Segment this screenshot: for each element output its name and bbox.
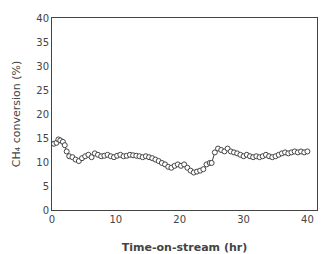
svg-text:40: 40 — [301, 214, 314, 225]
svg-text:30: 30 — [36, 61, 49, 72]
svg-text:5: 5 — [43, 181, 49, 192]
svg-text:10: 10 — [109, 214, 122, 225]
svg-text:15: 15 — [36, 133, 49, 144]
svg-text:40: 40 — [36, 13, 49, 24]
svg-text:Time-on-stream (hr): Time-on-stream (hr) — [122, 241, 247, 254]
svg-text:20: 20 — [36, 109, 49, 120]
svg-text:35: 35 — [36, 37, 49, 48]
svg-text:CH₄ conversion (%): CH₄ conversion (%) — [10, 61, 23, 167]
svg-text:0: 0 — [43, 205, 49, 216]
svg-text:10: 10 — [36, 157, 49, 168]
svg-text:25: 25 — [36, 85, 49, 96]
svg-text:30: 30 — [237, 214, 250, 225]
svg-text:0: 0 — [49, 214, 55, 225]
svg-text:20: 20 — [173, 214, 186, 225]
